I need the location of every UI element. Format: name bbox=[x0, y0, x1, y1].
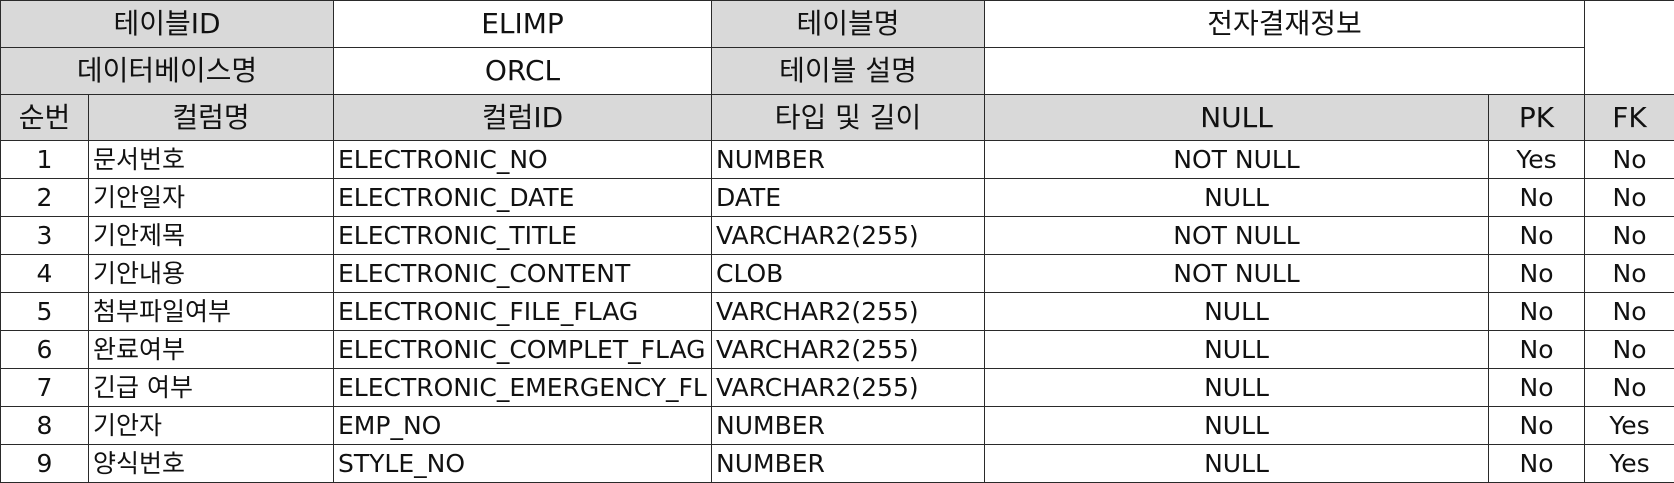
cell-fk[interactable]: No bbox=[1585, 331, 1674, 369]
cell-fk[interactable]: Yes bbox=[1585, 407, 1674, 445]
cell-column-id[interactable]: ELECTRONIC_NO bbox=[334, 141, 712, 179]
cell-column-id[interactable]: EMP_NO bbox=[334, 407, 712, 445]
cell-fk[interactable]: No bbox=[1585, 255, 1674, 293]
cell-seq[interactable]: 5 bbox=[1, 293, 89, 331]
cell-pk[interactable]: No bbox=[1489, 369, 1585, 407]
table-id-value[interactable]: ELIMP bbox=[334, 1, 712, 48]
cell-column-id[interactable]: STYLE_NO bbox=[334, 445, 712, 483]
header-type-length: 타입 및 길이 bbox=[712, 95, 985, 141]
cell-pk[interactable]: No bbox=[1489, 293, 1585, 331]
cell-type-length[interactable]: VARCHAR2(255) bbox=[712, 217, 985, 255]
column-header-row: 순번 컬럼명 컬럼ID 타입 및 길이 NULL PK FK bbox=[1, 95, 1674, 141]
table-row: 6 완료여부 ELECTRONIC_COMPLET_FLAG VARCHAR2(… bbox=[1, 331, 1674, 369]
cell-type-length[interactable]: VARCHAR2(255) bbox=[712, 369, 985, 407]
cell-null[interactable]: NULL bbox=[985, 369, 1489, 407]
cell-type-length[interactable]: NUMBER bbox=[712, 407, 985, 445]
cell-type-length[interactable]: DATE bbox=[712, 179, 985, 217]
header-fk: FK bbox=[1585, 95, 1674, 141]
cell-pk[interactable]: No bbox=[1489, 445, 1585, 483]
table-description-label: 테이블 설명 bbox=[712, 48, 985, 95]
cell-column-id[interactable]: ELECTRONIC_CONTENT bbox=[334, 255, 712, 293]
table-row: 3 기안제목 ELECTRONIC_TITLE VARCHAR2(255) NO… bbox=[1, 217, 1674, 255]
cell-pk[interactable]: No bbox=[1489, 217, 1585, 255]
header-column-id: 컬럼ID bbox=[334, 95, 712, 141]
cell-fk[interactable]: No bbox=[1585, 217, 1674, 255]
cell-null[interactable]: NULL bbox=[985, 331, 1489, 369]
cell-column-name[interactable]: 기안제목 bbox=[89, 217, 334, 255]
header-pk: PK bbox=[1489, 95, 1585, 141]
cell-type-length[interactable]: VARCHAR2(255) bbox=[712, 293, 985, 331]
cell-column-name[interactable]: 기안자 bbox=[89, 407, 334, 445]
cell-column-id[interactable]: ELECTRONIC_TITLE bbox=[334, 217, 712, 255]
cell-seq[interactable]: 7 bbox=[1, 369, 89, 407]
cell-pk[interactable]: No bbox=[1489, 331, 1585, 369]
table-row: 2 기안일자 ELECTRONIC_DATE DATE NULL No No bbox=[1, 179, 1674, 217]
meta-blank-cell[interactable] bbox=[1585, 1, 1674, 95]
cell-seq[interactable]: 4 bbox=[1, 255, 89, 293]
cell-type-length[interactable]: VARCHAR2(255) bbox=[712, 331, 985, 369]
header-null: NULL bbox=[985, 95, 1489, 141]
table-description-value[interactable] bbox=[985, 48, 1585, 95]
cell-type-length[interactable]: NUMBER bbox=[712, 141, 985, 179]
cell-column-name[interactable]: 첨부파일여부 bbox=[89, 293, 334, 331]
cell-pk[interactable]: No bbox=[1489, 255, 1585, 293]
cell-fk[interactable]: No bbox=[1585, 141, 1674, 179]
cell-seq[interactable]: 1 bbox=[1, 141, 89, 179]
cell-column-id[interactable]: ELECTRONIC_DATE bbox=[334, 179, 712, 217]
cell-column-name[interactable]: 완료여부 bbox=[89, 331, 334, 369]
cell-null[interactable]: NOT NULL bbox=[985, 255, 1489, 293]
cell-seq[interactable]: 8 bbox=[1, 407, 89, 445]
cell-column-name[interactable]: 양식번호 bbox=[89, 445, 334, 483]
table-row: 8 기안자 EMP_NO NUMBER NULL No Yes bbox=[1, 407, 1674, 445]
cell-column-name[interactable]: 긴급 여부 bbox=[89, 369, 334, 407]
cell-fk[interactable]: No bbox=[1585, 179, 1674, 217]
cell-column-name[interactable]: 기안내용 bbox=[89, 255, 334, 293]
cell-null[interactable]: NOT NULL bbox=[985, 141, 1489, 179]
cell-seq[interactable]: 6 bbox=[1, 331, 89, 369]
cell-column-id[interactable]: ELECTRONIC_COMPLET_FLAG bbox=[334, 331, 712, 369]
cell-null[interactable]: NULL bbox=[985, 293, 1489, 331]
table-row: 7 긴급 여부 ELECTRONIC_EMERGENCY_FL VARCHAR2… bbox=[1, 369, 1674, 407]
cell-seq[interactable]: 3 bbox=[1, 217, 89, 255]
cell-fk[interactable]: Yes bbox=[1585, 445, 1674, 483]
cell-pk[interactable]: Yes bbox=[1489, 141, 1585, 179]
table-row: 4 기안내용 ELECTRONIC_CONTENT CLOB NOT NULL … bbox=[1, 255, 1674, 293]
cell-null[interactable]: NULL bbox=[985, 407, 1489, 445]
table-id-label: 테이블ID bbox=[1, 1, 334, 48]
cell-null[interactable]: NULL bbox=[985, 179, 1489, 217]
meta-row-database: 데이터베이스명 ORCL 테이블 설명 bbox=[1, 48, 1674, 95]
table-name-value[interactable]: 전자결재정보 bbox=[985, 1, 1585, 48]
database-name-label: 데이터베이스명 bbox=[1, 48, 334, 95]
header-column-name: 컬럼명 bbox=[89, 95, 334, 141]
cell-column-id[interactable]: ELECTRONIC_EMERGENCY_FL bbox=[334, 369, 712, 407]
cell-type-length[interactable]: CLOB bbox=[712, 255, 985, 293]
cell-column-name[interactable]: 기안일자 bbox=[89, 179, 334, 217]
table-row: 1 문서번호 ELECTRONIC_NO NUMBER NOT NULL Yes… bbox=[1, 141, 1674, 179]
cell-fk[interactable]: No bbox=[1585, 369, 1674, 407]
cell-seq[interactable]: 9 bbox=[1, 445, 89, 483]
cell-column-id[interactable]: ELECTRONIC_FILE_FLAG bbox=[334, 293, 712, 331]
meta-row-table: 테이블ID ELIMP 테이블명 전자결재정보 bbox=[1, 1, 1674, 48]
cell-pk[interactable]: No bbox=[1489, 179, 1585, 217]
table-name-label: 테이블명 bbox=[712, 1, 985, 48]
cell-null[interactable]: NULL bbox=[985, 445, 1489, 483]
table-row: 5 첨부파일여부 ELECTRONIC_FILE_FLAG VARCHAR2(2… bbox=[1, 293, 1674, 331]
database-name-value[interactable]: ORCL bbox=[334, 48, 712, 95]
cell-pk[interactable]: No bbox=[1489, 407, 1585, 445]
cell-column-name[interactable]: 문서번호 bbox=[89, 141, 334, 179]
cell-fk[interactable]: No bbox=[1585, 293, 1674, 331]
cell-type-length[interactable]: NUMBER bbox=[712, 445, 985, 483]
table-row: 9 양식번호 STYLE_NO NUMBER NULL No Yes bbox=[1, 445, 1674, 483]
header-seq: 순번 bbox=[1, 95, 89, 141]
cell-null[interactable]: NOT NULL bbox=[985, 217, 1489, 255]
cell-seq[interactable]: 2 bbox=[1, 179, 89, 217]
